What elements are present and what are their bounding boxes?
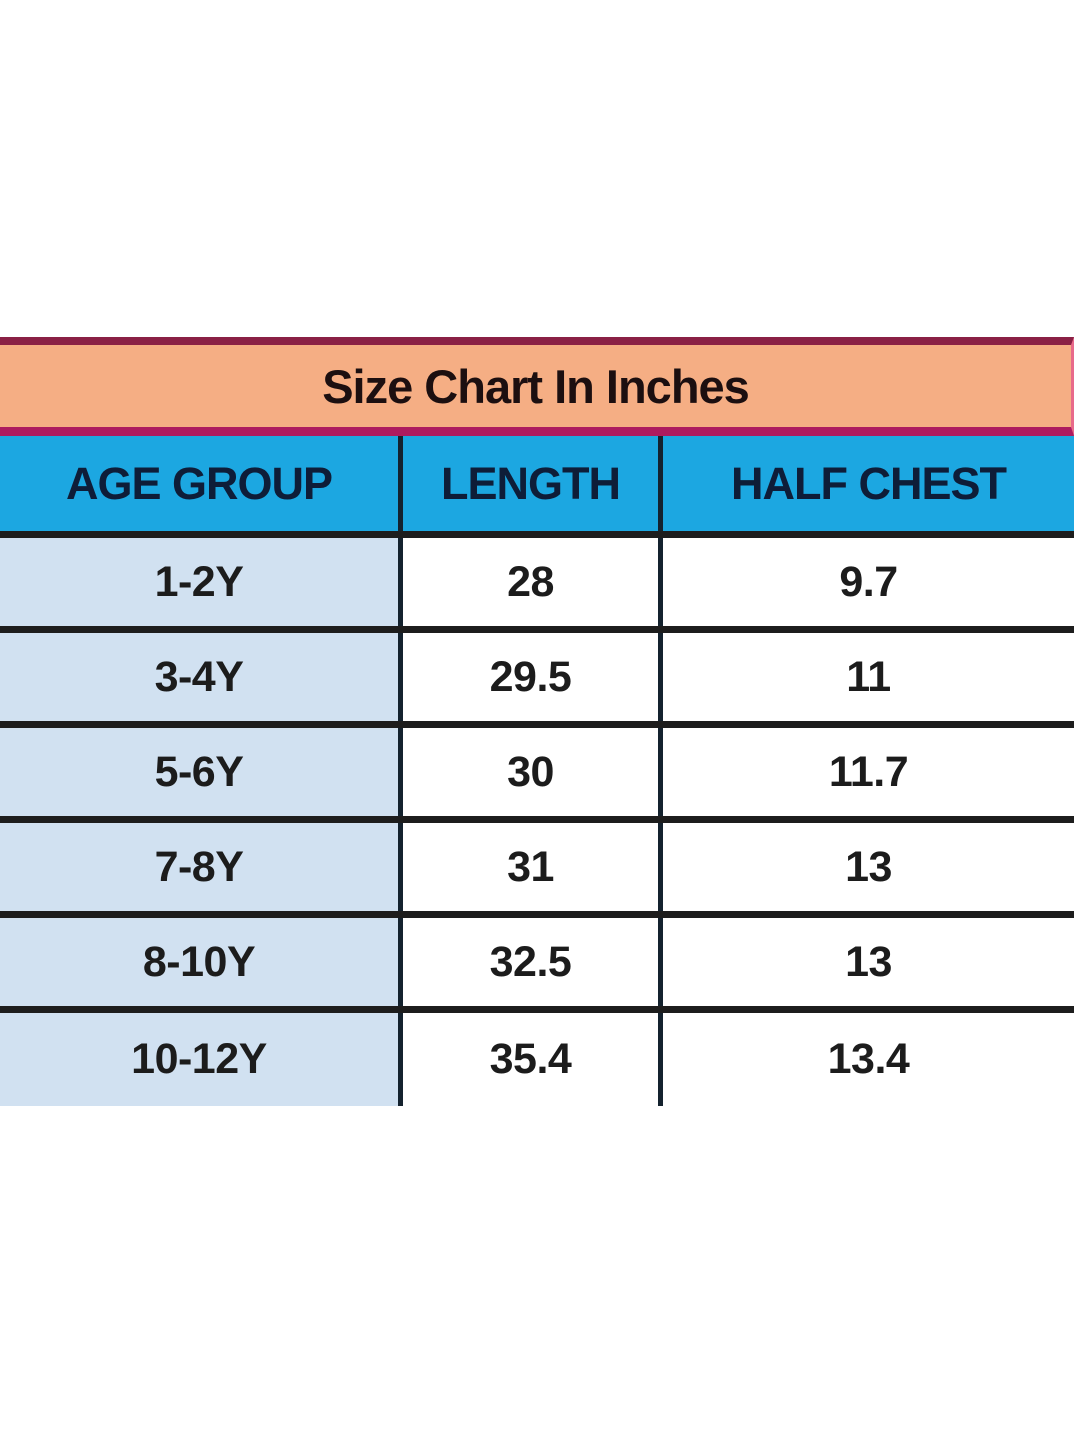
column-header-age-group: AGE GROUP (0, 436, 403, 531)
table-row: 10-12Y 35.4 13.4 (0, 1013, 1074, 1106)
table-title: Size Chart In Inches (322, 359, 750, 413)
half-chest-cell: 9.7 (663, 538, 1074, 626)
length-cell: 32.5 (403, 918, 663, 1006)
age-group-cell: 8-10Y (0, 918, 403, 1006)
table-header-row: AGE GROUP LENGTH HALF CHEST (0, 436, 1074, 538)
half-chest-cell: 11 (663, 633, 1074, 721)
column-header-half-chest: HALF CHEST (731, 457, 1007, 509)
length-cell: 30 (403, 728, 663, 816)
age-group-cell: 7-8Y (0, 823, 403, 911)
length-cell: 28 (403, 538, 663, 626)
length-cell: 31 (403, 823, 663, 911)
size-chart-table: Size Chart In Inches AGE GROUP LENGTH HA… (0, 337, 1074, 1106)
age-group-cell: 10-12Y (0, 1013, 403, 1106)
length-cell: 29.5 (403, 633, 663, 721)
table-row: 7-8Y 31 13 (0, 823, 1074, 918)
age-group-cell: 5-6Y (0, 728, 403, 816)
table-row: 8-10Y 32.5 13 (0, 918, 1074, 1013)
table-title-bar: Size Chart In Inches (0, 337, 1074, 436)
half-chest-cell: 11.7 (663, 728, 1074, 816)
table-row: 3-4Y 29.5 11 (0, 633, 1074, 728)
age-group-cell: 3-4Y (0, 633, 403, 721)
table-row: 1-2Y 28 9.7 (0, 538, 1074, 633)
half-chest-cell: 13 (663, 918, 1074, 1006)
half-chest-cell: 13 (663, 823, 1074, 911)
column-header-length: LENGTH (403, 436, 663, 531)
table-row: 5-6Y 30 11.7 (0, 728, 1074, 823)
length-cell: 35.4 (403, 1013, 663, 1106)
age-group-cell: 1-2Y (0, 538, 403, 626)
half-chest-cell: 13.4 (663, 1013, 1074, 1106)
